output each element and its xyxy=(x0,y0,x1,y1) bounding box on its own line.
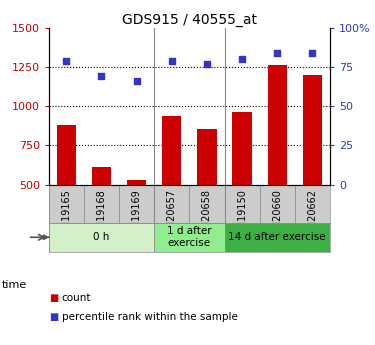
Text: GSM19169: GSM19169 xyxy=(132,189,142,242)
Bar xyxy=(154,185,189,223)
Text: ■: ■ xyxy=(49,294,58,303)
Bar xyxy=(260,185,295,223)
Point xyxy=(309,50,315,56)
Bar xyxy=(119,185,154,223)
Text: ■: ■ xyxy=(49,313,58,322)
Text: GSM20660: GSM20660 xyxy=(272,189,282,242)
Bar xyxy=(84,185,119,223)
Text: GSM20662: GSM20662 xyxy=(308,189,317,242)
Point xyxy=(204,61,210,67)
Point xyxy=(169,58,175,63)
Bar xyxy=(268,65,287,185)
Bar xyxy=(49,223,154,252)
Bar xyxy=(197,129,217,185)
Bar xyxy=(162,116,182,185)
Text: percentile rank within the sample: percentile rank within the sample xyxy=(62,313,238,322)
Text: 1 d after
exercise: 1 d after exercise xyxy=(167,226,211,248)
Bar xyxy=(154,223,225,252)
Bar xyxy=(232,112,252,185)
Bar xyxy=(49,185,84,223)
Bar xyxy=(225,223,330,252)
Point xyxy=(239,56,245,62)
Text: 0 h: 0 h xyxy=(93,232,110,242)
Bar xyxy=(225,185,260,223)
Text: GSM20658: GSM20658 xyxy=(202,189,212,242)
Text: GSM20657: GSM20657 xyxy=(167,189,177,242)
Bar xyxy=(92,167,111,185)
Point xyxy=(63,58,69,63)
Bar xyxy=(295,185,330,223)
Text: time: time xyxy=(2,280,27,289)
Point xyxy=(274,50,280,56)
Text: count: count xyxy=(62,294,92,303)
Text: GSM19150: GSM19150 xyxy=(237,189,247,242)
Bar xyxy=(189,185,225,223)
Text: GSM19165: GSM19165 xyxy=(62,189,71,242)
Text: GSM19168: GSM19168 xyxy=(96,189,106,242)
Bar xyxy=(303,75,322,185)
Point xyxy=(99,73,105,79)
Bar xyxy=(57,125,76,185)
Text: 14 d after exercise: 14 d after exercise xyxy=(228,232,326,242)
Bar xyxy=(127,180,146,185)
Title: GDS915 / 40555_at: GDS915 / 40555_at xyxy=(122,12,257,27)
Point xyxy=(134,78,140,84)
